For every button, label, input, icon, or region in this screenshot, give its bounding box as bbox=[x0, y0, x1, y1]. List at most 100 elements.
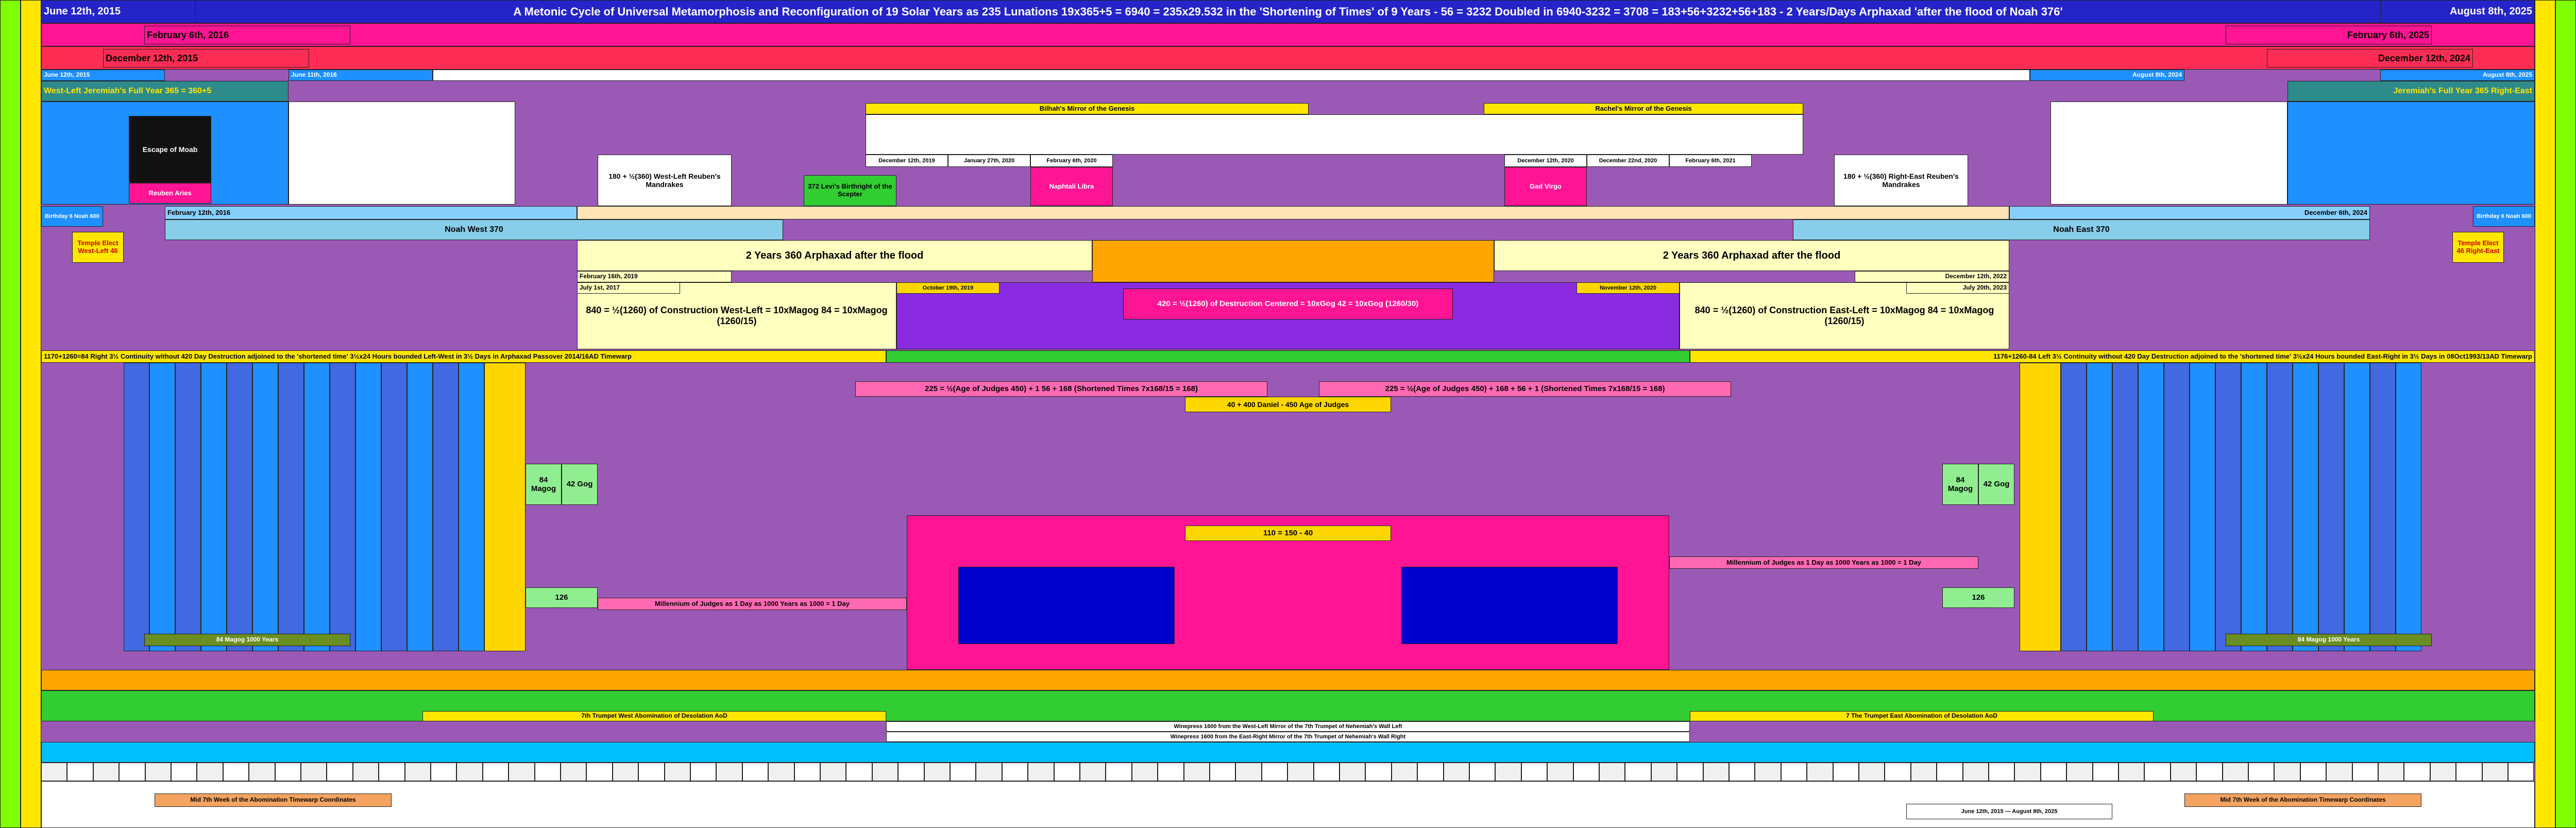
yellow-col bbox=[484, 363, 526, 651]
timeline-cell bbox=[1028, 763, 1054, 781]
timeline-cell bbox=[1054, 763, 1080, 781]
date-label: June 12th, 2015 bbox=[41, 70, 165, 81]
white-area-left bbox=[289, 102, 515, 205]
center-top bbox=[1092, 240, 1494, 282]
magog: 84 Magog bbox=[1942, 464, 1978, 505]
timeline-cell bbox=[2014, 763, 2041, 781]
date-label: August 8th, 2025 bbox=[2380, 70, 2535, 81]
timeline-cell bbox=[2092, 763, 2119, 781]
timeline-cell bbox=[664, 763, 690, 781]
timeline-cell bbox=[93, 763, 120, 781]
stripe bbox=[2138, 363, 2164, 651]
temple: Temple Elect 46 Right-East bbox=[2452, 232, 2504, 263]
timeline-cell bbox=[1833, 763, 1859, 781]
timeline-cell bbox=[1391, 763, 1418, 781]
timeline-cell bbox=[1781, 763, 1807, 781]
timeline-cell bbox=[1729, 763, 1755, 781]
timeline-cell bbox=[2222, 763, 2248, 781]
timeline-cell bbox=[1885, 763, 1911, 781]
timeline-cell bbox=[1210, 763, 1236, 781]
row-white bbox=[433, 70, 2030, 81]
timeline-cell bbox=[768, 763, 794, 781]
timeline-cell bbox=[561, 763, 587, 781]
timeline-cell bbox=[1313, 763, 1340, 781]
stripe bbox=[2370, 363, 2396, 651]
temple: Temple Elect West-Left 46 bbox=[72, 232, 124, 263]
timeline-cell bbox=[1573, 763, 1599, 781]
timeline-cell bbox=[2300, 763, 2327, 781]
timeline-cell bbox=[950, 763, 976, 781]
gog: 42 Gog bbox=[562, 464, 598, 505]
stripe bbox=[252, 363, 278, 651]
stripe bbox=[278, 363, 304, 651]
date-label: December 12th, 2019 bbox=[866, 155, 948, 167]
timeline-cell bbox=[327, 763, 353, 781]
timeline-cell bbox=[2196, 763, 2223, 781]
stripe bbox=[330, 363, 355, 651]
timeline-cell bbox=[1469, 763, 1496, 781]
timeline-cell bbox=[846, 763, 872, 781]
timeline-cell bbox=[924, 763, 950, 781]
footer bbox=[41, 781, 2535, 828]
date-label: February 6th, 2016 bbox=[144, 26, 350, 44]
timeline-cell bbox=[1235, 763, 1262, 781]
judges: 225 = ½(Age of Judges 450) + 1 56 + 168 … bbox=[855, 381, 1267, 397]
escape-moab: Escape of Moab bbox=[129, 116, 211, 183]
magog-bar: 84 Magog 1000 Years bbox=[2226, 634, 2432, 646]
mandrakes: 180 + ½(360) Right-East Reuben's Mandrak… bbox=[1834, 155, 1968, 206]
stripe bbox=[2293, 363, 2318, 651]
timeline-cell bbox=[2378, 763, 2404, 781]
birthday: Birthday 6 Noah 600 bbox=[41, 206, 103, 227]
date-label: December 22nd, 2020 bbox=[1587, 155, 1669, 167]
timeline-cell bbox=[197, 763, 223, 781]
timeline-cell bbox=[1106, 763, 1132, 781]
timeline-cell bbox=[1183, 763, 1210, 781]
date-label: February 6th, 2020 bbox=[1030, 155, 1113, 167]
timeline-cell bbox=[1547, 763, 1573, 781]
gog: 42 Gog bbox=[1978, 464, 2014, 505]
timeline-cell bbox=[1677, 763, 1703, 781]
continuity: 1176+1260-84 Left 3½ Continuity without … bbox=[1690, 350, 2535, 363]
stripe bbox=[407, 363, 433, 651]
timeline-cell bbox=[404, 763, 431, 781]
west-year: West-Left Jeremiah's Full Year 365 = 360… bbox=[41, 81, 289, 102]
timeline-cell bbox=[1340, 763, 1366, 781]
timeline-cell bbox=[586, 763, 613, 781]
timeline-cell bbox=[1417, 763, 1444, 781]
num: 126 bbox=[526, 587, 598, 608]
date-label: June 11th, 2016 bbox=[289, 70, 433, 81]
timeline-cell bbox=[1651, 763, 1677, 781]
stripe bbox=[381, 363, 407, 651]
date-label: February 16th, 2019 bbox=[577, 271, 732, 282]
row-feb bbox=[41, 23, 2535, 46]
timeline-cell bbox=[1443, 763, 1469, 781]
date-label: December 12th, 2022 bbox=[1855, 271, 2009, 282]
timeline-cell bbox=[1002, 763, 1028, 781]
edge-right bbox=[2555, 0, 2576, 828]
timeline-cell bbox=[534, 763, 561, 781]
stripe bbox=[2087, 363, 2112, 651]
timeline-cell bbox=[145, 763, 171, 781]
date-label: December 6th, 2024 bbox=[2009, 206, 2370, 219]
magog: 84 Magog bbox=[526, 464, 562, 505]
date-label: November 12th, 2020 bbox=[1577, 282, 1680, 294]
trumpet: 7th Trumpet West Abomination of Desolati… bbox=[422, 711, 886, 721]
gad: Gad Virgo bbox=[1504, 167, 1587, 206]
timeline-cell bbox=[976, 763, 1002, 781]
timeline-cell bbox=[1495, 763, 1521, 781]
mirror-area bbox=[866, 114, 1803, 155]
timeline-cell bbox=[301, 763, 327, 781]
start-date: June 12th, 2015 bbox=[41, 0, 196, 23]
date-label: July 1st, 2017 bbox=[577, 282, 680, 294]
construction: 840 = ½(1260) of Construction East-Left … bbox=[1680, 282, 2009, 349]
naphtali: Naphtali Libra bbox=[1030, 167, 1113, 206]
timeline-cell bbox=[2482, 763, 2508, 781]
arphaxad: 2 Years 360 Arphaxad after the flood bbox=[1494, 240, 2009, 271]
reuben: Reuben Aries bbox=[129, 183, 211, 204]
date-label: December 12th, 2024 bbox=[2267, 49, 2473, 67]
millennium: Millennium of Judges as 1 Day as 1000 Ye… bbox=[598, 598, 907, 610]
winepress: Winepress 1600 from the East-Right Mirro… bbox=[886, 732, 1690, 742]
date-label: February 12th, 2016 bbox=[165, 206, 577, 219]
stripe bbox=[124, 363, 149, 651]
